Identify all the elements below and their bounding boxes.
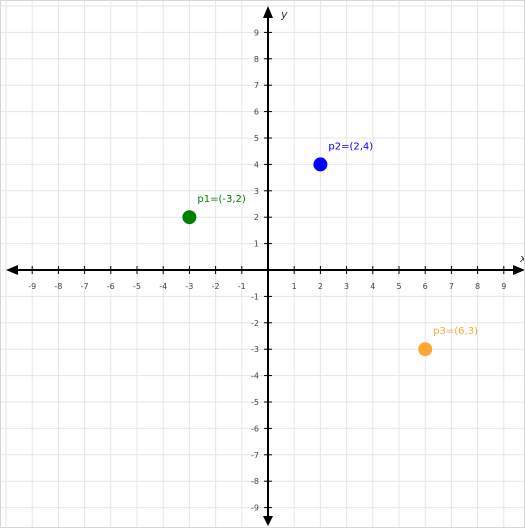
tick-marks <box>31 31 505 509</box>
y-axis-arrow-down-icon <box>263 516 273 526</box>
x-tick-label: 4 <box>370 282 375 291</box>
y-tick-label: 1 <box>254 240 259 249</box>
y-tick-label: 9 <box>254 28 259 37</box>
y-tick-label: -5 <box>251 398 259 407</box>
y-tick-label: 4 <box>254 160 259 169</box>
y-axis-label: y <box>280 8 288 21</box>
x-tick-label: -1 <box>238 282 246 291</box>
x-tick-label: -6 <box>107 282 115 291</box>
x-tick-label: 1 <box>292 282 297 291</box>
y-tick-label: 3 <box>254 187 259 196</box>
y-tick-label: -3 <box>251 345 259 354</box>
y-tick-label: 5 <box>254 134 259 143</box>
axes: x y <box>6 6 525 526</box>
data-point-label: p3=(6,3) <box>433 326 478 337</box>
x-tick-label: 2 <box>318 282 323 291</box>
tick-labels: -9 -8 -7 -6 -5 -4 -3 -2 -1 1 2 3 4 5 6 7 8 9 9 8 7 6 5 4 3 2 1 -1 -2… <box>28 28 506 512</box>
x-axis-label: x <box>519 252 525 265</box>
data-point <box>182 210 197 225</box>
x-tick-label: 7 <box>449 282 454 291</box>
y-tick-label: -9 <box>251 504 259 513</box>
x-tick-label: -9 <box>28 282 36 291</box>
x-tick-label: -7 <box>81 282 89 291</box>
x-tick-label: -8 <box>54 282 62 291</box>
x-tick-label: -4 <box>159 282 167 291</box>
y-tick-label: -6 <box>251 424 259 433</box>
data-point-label: p2=(2,4) <box>328 141 373 152</box>
y-tick-label: 6 <box>254 108 259 117</box>
data-point <box>418 342 433 357</box>
x-axis-arrow-left-icon <box>6 265 18 275</box>
y-tick-label: 8 <box>254 55 259 64</box>
data-point-label: p1=(-3,2) <box>197 194 246 205</box>
y-tick-label: 7 <box>254 81 259 90</box>
x-tick-label: 5 <box>396 282 401 291</box>
y-axis-arrow-up-icon <box>263 6 273 18</box>
x-tick-label: -2 <box>212 282 220 291</box>
x-tick-label: 6 <box>423 282 428 291</box>
y-tick-label: -7 <box>251 451 259 460</box>
x-tick-label: -3 <box>185 282 193 291</box>
y-tick-label: 2 <box>254 213 259 222</box>
x-axis-arrow-right-icon <box>513 265 525 275</box>
y-tick-label: -8 <box>251 477 259 486</box>
data-point <box>313 157 328 172</box>
x-tick-label: 8 <box>475 282 480 291</box>
x-tick-label: 3 <box>344 282 349 291</box>
y-tick-label: -1 <box>251 292 259 301</box>
x-tick-label: 9 <box>501 282 506 291</box>
x-tick-label: -5 <box>133 282 141 291</box>
y-tick-label: -4 <box>251 372 259 381</box>
y-tick-label: -2 <box>251 319 259 328</box>
data-points: p1=(-3,2) p2=(2,4) p3=(6,3) <box>182 141 478 357</box>
